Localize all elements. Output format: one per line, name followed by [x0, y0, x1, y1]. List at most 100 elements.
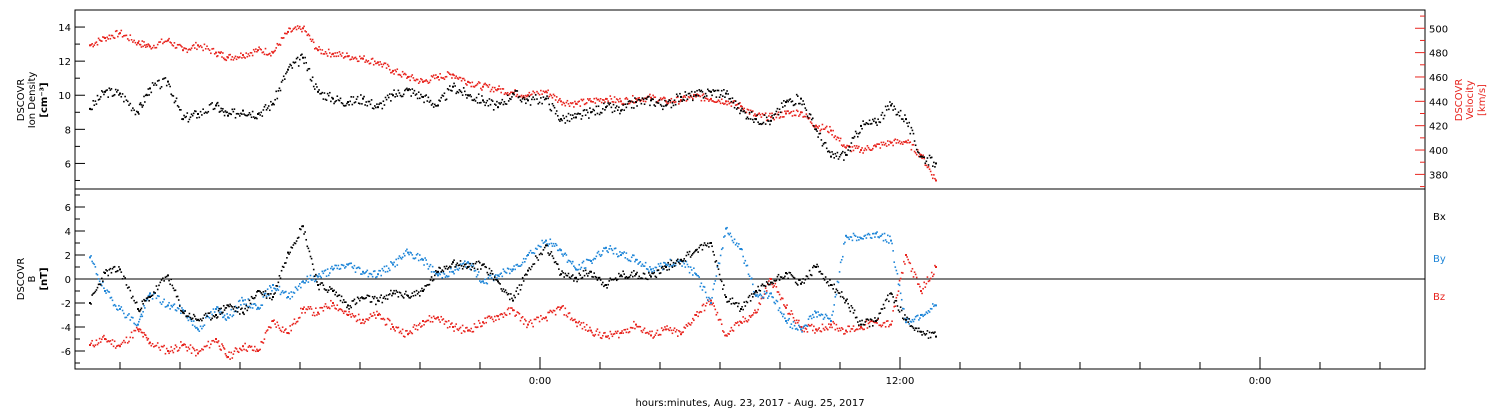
data-point: [623, 329, 626, 331]
data-point: [233, 306, 236, 308]
data-point: [833, 304, 836, 306]
data-point: [224, 58, 227, 61]
data-point: [348, 308, 350, 310]
data-point: [430, 316, 433, 319]
data-point: [322, 272, 325, 275]
data-point: [873, 320, 875, 323]
data-point: [864, 321, 867, 323]
data-point: [622, 104, 624, 106]
data-point: [592, 108, 594, 111]
data-point: [736, 245, 739, 248]
data-point: [247, 53, 250, 55]
data-point: [670, 265, 673, 267]
data-point: [260, 111, 263, 114]
data-point: [352, 300, 355, 302]
data-point: [610, 247, 613, 250]
data-point: [467, 94, 469, 97]
data-point: [310, 80, 313, 82]
data-point: [802, 116, 804, 118]
data-point: [728, 233, 731, 236]
x-tick-label: 0:00: [1249, 376, 1271, 387]
data-point: [431, 76, 434, 78]
data-point: [106, 36, 108, 39]
data-point: [747, 296, 750, 299]
data-point: [512, 299, 514, 302]
data-point: [898, 311, 901, 313]
data-point: [839, 295, 842, 298]
data-point: [283, 291, 286, 294]
data-point: [807, 277, 810, 280]
data-point: [679, 259, 681, 261]
data-point: [226, 313, 228, 315]
data-point: [414, 257, 417, 259]
data-point: [336, 295, 339, 298]
data-point: [468, 262, 470, 265]
data-point: [165, 275, 168, 278]
data-point: [922, 330, 924, 333]
data-point: [148, 294, 150, 297]
data-point: [522, 94, 525, 97]
data-point: [358, 267, 361, 270]
data-point: [266, 293, 269, 295]
data-point: [437, 75, 439, 78]
data-point: [868, 119, 871, 122]
data-point: [510, 268, 512, 271]
data-point: [216, 341, 219, 344]
data-point: [473, 98, 476, 101]
data-point: [238, 56, 241, 58]
data-point: [577, 278, 579, 281]
data-point: [487, 277, 490, 279]
data-point: [661, 329, 664, 332]
data-point: [330, 55, 332, 58]
data-point: [172, 95, 175, 97]
data-point: [840, 258, 843, 261]
data-point: [279, 329, 282, 332]
data-point: [208, 104, 211, 106]
data-point: [105, 39, 107, 42]
data-point: [897, 290, 900, 292]
data-point: [634, 101, 636, 104]
data-point: [679, 100, 681, 103]
data-point: [502, 103, 505, 106]
data-point: [255, 48, 257, 50]
data-point: [608, 337, 611, 340]
data-point: [764, 112, 767, 115]
data-point: [405, 250, 407, 252]
data-point: [102, 91, 104, 93]
data-point: [825, 125, 828, 128]
data-point: [821, 313, 824, 316]
data-point: [228, 317, 230, 319]
data-point: [696, 274, 698, 277]
data-point: [657, 102, 660, 104]
data-point: [236, 56, 239, 58]
data-point: [421, 325, 423, 327]
data-point: [371, 315, 374, 317]
data-point: [221, 56, 223, 58]
data-point: [696, 248, 698, 251]
data-point: [403, 336, 406, 338]
data-point: [324, 269, 327, 272]
data-point: [296, 289, 299, 291]
data-point: [327, 306, 330, 309]
data-point: [450, 89, 452, 92]
data-point: [586, 111, 589, 114]
data-point: [317, 275, 319, 278]
data-point: [402, 335, 405, 338]
data-point: [450, 323, 452, 325]
data-point: [123, 100, 125, 103]
data-point: [861, 237, 863, 240]
data-point: [525, 320, 527, 322]
data-point: [208, 312, 211, 314]
data-point: [493, 276, 496, 278]
data-point: [276, 97, 279, 100]
data-point: [880, 325, 883, 328]
data-point: [691, 99, 694, 102]
data-point: [549, 309, 552, 312]
data-point: [908, 121, 911, 124]
data-point: [505, 103, 508, 105]
data-point: [824, 126, 827, 129]
data-point: [178, 347, 181, 349]
data-point: [668, 268, 671, 271]
data-point: [343, 105, 346, 107]
data-point: [461, 94, 464, 96]
